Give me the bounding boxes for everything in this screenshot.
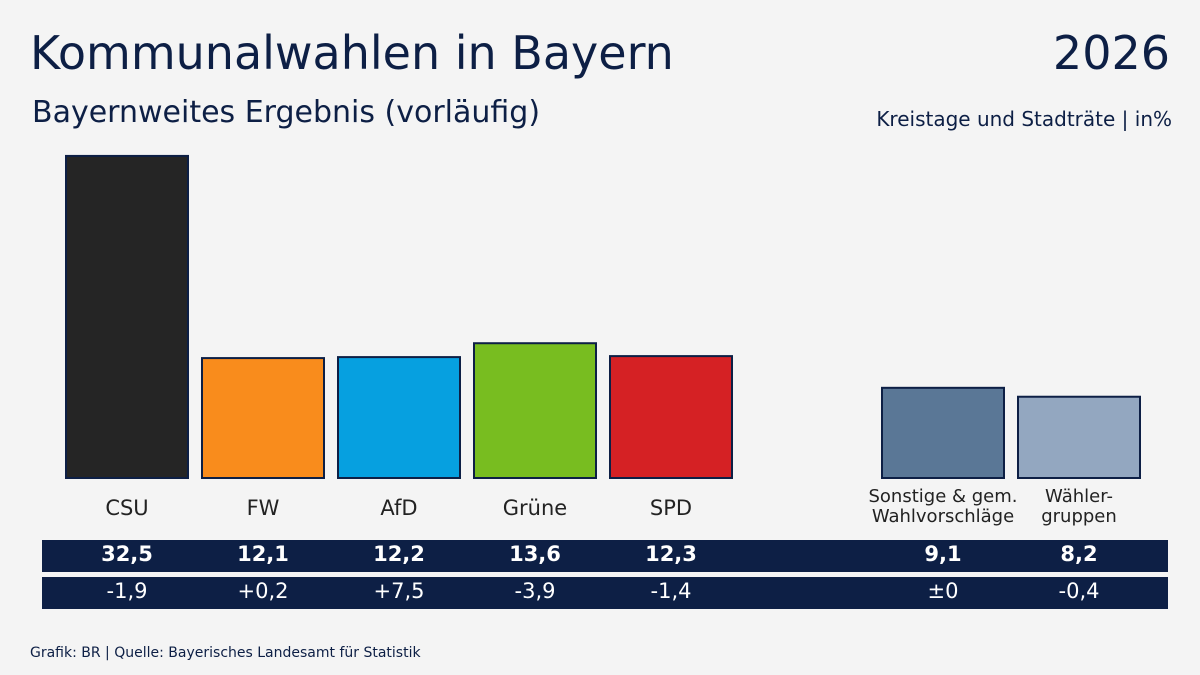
value-label: 9,1 [924,542,962,566]
bar [473,342,597,479]
change-label: ±0 [927,579,959,603]
value-label: 12,2 [373,542,425,566]
values-band [42,540,1168,572]
value-label: 13,6 [509,542,561,566]
change-label: -0,4 [1058,579,1100,603]
category-label: Grüne [502,496,568,520]
value-label: 32,5 [101,542,153,566]
change-label: -1,9 [106,579,148,603]
unit-note: Kreistage und Stadträte | in% [876,107,1172,131]
bar [201,357,325,479]
value-label: 12,3 [645,542,697,566]
change-label: +0,2 [237,579,289,603]
category-label: FW [246,496,280,520]
bar [881,386,1005,479]
bar [337,356,461,479]
change-label: -3,9 [514,579,556,603]
category-label: Sonstige & gem. Wahlvorschläge [868,486,1018,527]
year: 2026 [1052,26,1170,80]
bar [65,154,189,480]
change-label: +7,5 [373,579,425,603]
source: Grafik: BR | Quelle: Bayerisches Landesa… [30,645,421,661]
category-label: SPD [649,496,693,520]
category-label: CSU [105,496,149,520]
category-label: AfD [380,496,418,520]
value-label: 12,1 [237,542,289,566]
category-label: Wähler- gruppen [1041,486,1117,527]
bar [609,355,733,479]
change-label: -1,4 [650,579,692,603]
subtitle: Bayernweites Ergebnis (vorläufig) [32,95,541,130]
chart-title: Kommunalwahlen in Bayern [30,26,674,80]
bar [1017,395,1141,480]
value-label: 8,2 [1060,542,1098,566]
changes-band [42,577,1168,609]
